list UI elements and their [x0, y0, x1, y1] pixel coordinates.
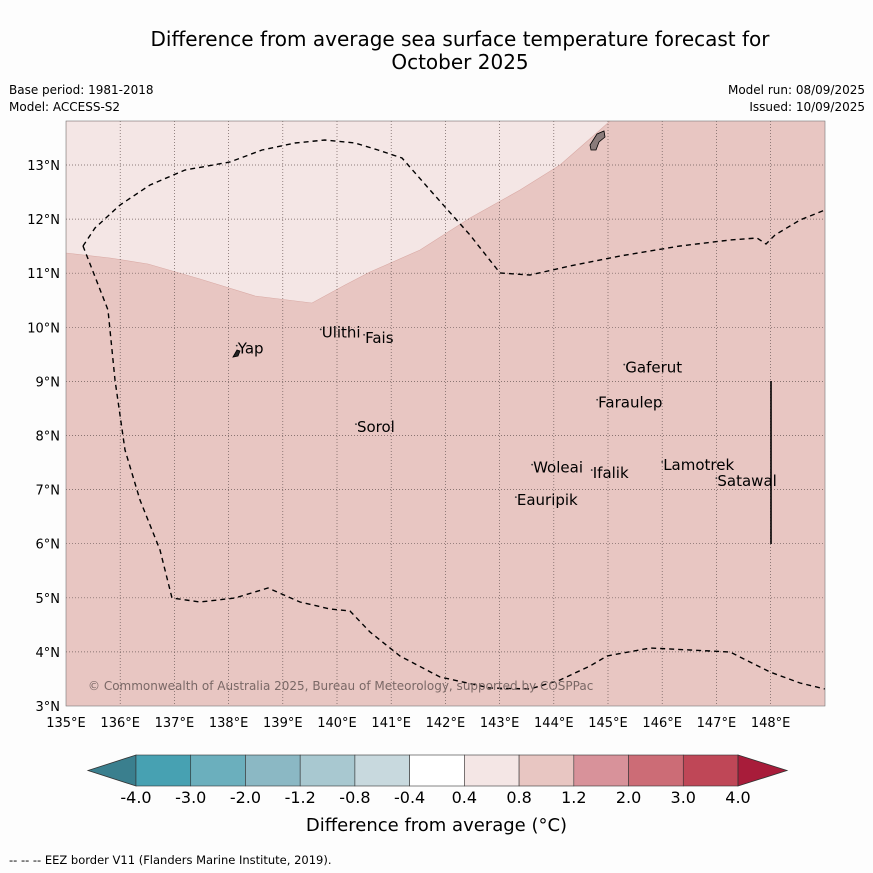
map-frame: [65, 120, 826, 707]
island-label: Sorol: [357, 418, 395, 436]
lat-tick-label: 3°N: [36, 700, 61, 715]
issued-date: Issued: 10/09/2025: [749, 100, 865, 114]
island-landmass: [589, 130, 606, 151]
colorbar-tick-label: 2.0: [616, 788, 641, 807]
island-marker: [590, 469, 593, 471]
lat-tick-label: 13°N: [27, 159, 60, 174]
base-period: Base period: 1981-2018: [9, 83, 154, 97]
lon-tick-label: 144°E: [534, 716, 574, 731]
colorbar-tick-labels: -4.0 -3.0 -2.0 -1.2 -0.8 -0.4 0.4 0.8 1.2 2.0 3.0 4…: [120, 788, 750, 807]
colorbar-tick-label: -1.2: [285, 788, 316, 807]
lon-tick-label: 136°E: [100, 716, 140, 731]
colorbar-swatch: [682, 754, 739, 787]
colorbar-tick-label: -3.0: [175, 788, 206, 807]
colorbar-tick-label: -0.8: [339, 788, 370, 807]
page-title: Difference from average sea surface temp…: [90, 28, 830, 74]
colorbar-swatch: [518, 754, 575, 787]
lon-tick-label: 135°E: [46, 716, 86, 731]
model-name: Model: ACCESS-S2: [9, 100, 121, 114]
lat-tick-label: 9°N: [36, 375, 61, 390]
lon-tick-label: 141°E: [371, 716, 411, 731]
island-marker: [235, 344, 238, 347]
colorbar-swatch: [299, 754, 356, 787]
island-marker: [514, 496, 517, 499]
colorbar-tick-label: 0.4: [452, 788, 477, 807]
island-marker: [715, 477, 718, 480]
colorbar-swatch: [190, 754, 246, 787]
island-marker: [319, 328, 322, 331]
colorbar-extend-low: [86, 754, 137, 787]
island-label: Yap: [237, 340, 264, 358]
island-label: Woleai: [533, 459, 583, 477]
lat-tick-label: 7°N: [36, 484, 61, 499]
meta-left: Base period: 1981-2018 Model: ACCESS-S2: [9, 82, 154, 116]
colorbar-swatch: [573, 754, 629, 787]
lat-tick-label: 12°N: [27, 213, 60, 228]
colorbar: [86, 754, 789, 787]
lon-tick-label: 138°E: [209, 716, 249, 731]
island-marker: [596, 398, 599, 401]
map-area: Ulithi Fais Yap Gaferut Faraulep Sorol Lamotre…: [66, 121, 825, 706]
colorbar-label: Difference from average (°C): [305, 815, 568, 836]
eez-border-fsm-palau: [82, 139, 825, 276]
gridlines: [66, 121, 825, 706]
eez-border: [82, 139, 825, 690]
colorbar-tick-label: -0.4: [394, 788, 425, 807]
title-line-2: October 2025: [391, 50, 529, 74]
colorbar-tick-label: 3.0: [671, 788, 696, 807]
island-label: Ulithi: [322, 323, 361, 341]
colorbar-swatch: [409, 754, 465, 787]
eez-border-west: [82, 245, 825, 690]
lat-tick-label: 8°N: [36, 430, 61, 445]
colorbar-swatch: [245, 754, 301, 787]
colorbar-extend-high: [737, 754, 789, 787]
lon-tick-label: 147°E: [697, 716, 737, 731]
yap-landmass: [232, 349, 241, 358]
island-labels: Ulithi Fais Yap Gaferut Faraulep Sorol Lamotre…: [235, 323, 777, 509]
lon-tick-label: 140°E: [317, 716, 357, 731]
lon-tick-label: 137°E: [155, 716, 195, 731]
colorbar-swatch: [464, 754, 520, 787]
colorbar-tick-label: 1.2: [561, 788, 586, 807]
island-label: Satawal: [717, 472, 776, 490]
island-marker: [355, 423, 357, 425]
meta-right: Model run: 08/09/2025 Issued: 10/09/2025: [728, 82, 865, 116]
island-marker: [661, 461, 664, 463]
lat-tick-label: 4°N: [36, 646, 61, 661]
lon-tick-label: 139°E: [263, 716, 303, 731]
lat-tick-label: 6°N: [36, 538, 61, 553]
colorbar-tick-label: -2.0: [230, 788, 261, 807]
longitude-labels: 135°E 136°E 137°E 138°E 139°E 140°E 141°E 142°E…: [46, 716, 790, 731]
lon-tick-label: 148°E: [751, 716, 791, 731]
island-marker: [531, 463, 534, 466]
lon-tick-label: 146°E: [642, 716, 682, 731]
colorbar-tick-label: 4.0: [725, 788, 750, 807]
colorbar-swatch: [354, 754, 410, 787]
lon-tick-label: 145°E: [588, 716, 628, 731]
island-label: Fais: [365, 329, 394, 347]
lat-tick-label: 5°N: [36, 592, 61, 607]
island-label: Eauripik: [517, 491, 578, 509]
colorbar-tick-label: -4.0: [120, 788, 151, 807]
island-marker: [623, 363, 626, 366]
model-run: Model run: 08/09/2025: [727, 83, 865, 97]
latitude-labels: 3°N 4°N 5°N 6°N 7°N 8°N 9°N 10°N 11°N 12°N 13°N: [27, 159, 60, 715]
island-label: Ifalik: [593, 464, 629, 482]
lon-tick-label: 143°E: [480, 716, 520, 731]
footnote: -- -- -- EEZ border V11 (Flanders Marine…: [9, 853, 332, 867]
lat-tick-label: 11°N: [27, 267, 60, 282]
copyright-text: © Commonwealth of Australia 2025, Bureau…: [88, 679, 593, 693]
island-label: Lamotrek: [663, 456, 734, 474]
title-line-1: Difference from average sea surface temp…: [150, 27, 770, 51]
lat-tick-label: 10°N: [27, 321, 60, 336]
colorbar-swatch: [628, 754, 684, 787]
island-label: Faraulep: [598, 394, 662, 412]
lon-tick-label: 142°E: [426, 716, 466, 731]
island-label: Gaferut: [625, 359, 682, 377]
colorbar-swatch: [135, 754, 192, 787]
island-marker: [363, 333, 365, 336]
colorbar-tick-label: 0.8: [506, 788, 531, 807]
